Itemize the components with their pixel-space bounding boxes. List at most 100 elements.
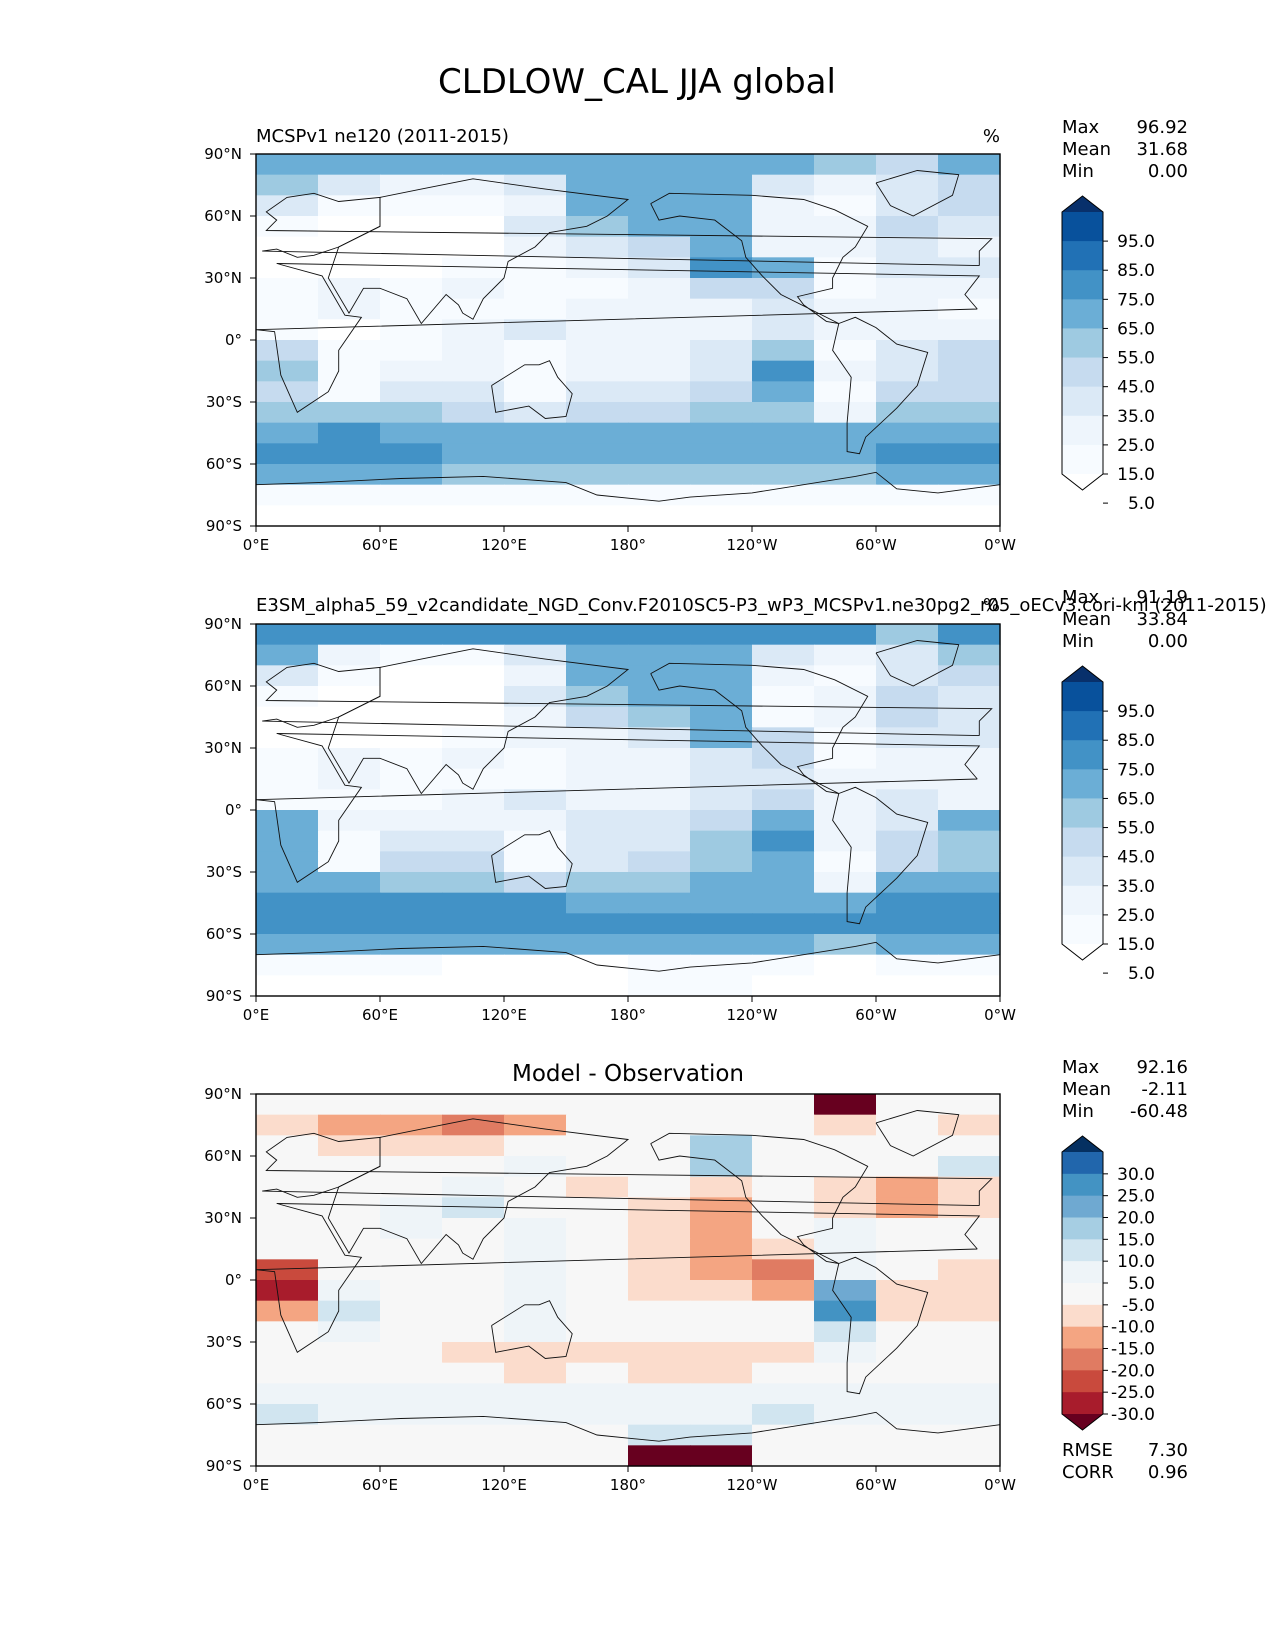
panel-1-cell [442, 257, 505, 279]
panel-2-cell [318, 954, 381, 976]
panel-3-y-tick-label: 90°N [204, 1085, 242, 1103]
panel-1-cell [938, 360, 1001, 382]
panel-3-cell [504, 1135, 567, 1157]
panel-3-cell [318, 1300, 381, 1322]
panel-2-colorbar-label: 75.0 [1117, 760, 1155, 780]
panel-1-cell [442, 216, 505, 238]
panel-3-cell [628, 1238, 691, 1260]
panel-3-cell [380, 1321, 443, 1343]
panel-2-cell [752, 810, 815, 832]
panel-2-cell [380, 934, 443, 956]
panel-3-cell [752, 1362, 815, 1384]
panel-3-cell [752, 1259, 815, 1281]
panel-1-cell [690, 505, 753, 527]
panel-2-cell [938, 789, 1001, 811]
panel-3-cell [318, 1218, 381, 1240]
panel-3-cell [380, 1362, 443, 1384]
panel-2-stat-label: Mean [1062, 609, 1111, 630]
panel-3-colorbar-extend-max [1062, 1136, 1103, 1152]
panel-2-cell [442, 624, 505, 646]
panel-2-cell [628, 830, 691, 852]
panel-3: Model - Observation 0°E 60°E 120°E 180° 120°… [204, 1057, 1188, 1494]
panel-3-cell [628, 1300, 691, 1322]
panel-2-cell [504, 913, 567, 935]
panel-1-stat-value: 0.00 [1148, 161, 1188, 182]
panel-1-cell [690, 195, 753, 217]
panel-3-cell [690, 1259, 753, 1281]
panel-1-cell [442, 154, 505, 176]
panel-2-cell [504, 624, 567, 646]
panel-2-cell [690, 748, 753, 770]
panel-3-cell [504, 1404, 567, 1426]
panel-2-colorbar-segment [1062, 856, 1103, 887]
panel-2-cell [814, 892, 877, 914]
panel-1-cell [318, 174, 381, 196]
panel-2-cell [814, 975, 877, 997]
panel-2-cell [318, 810, 381, 832]
panel-2-cell [876, 892, 939, 914]
panel-2-cell [566, 975, 629, 997]
panel-1-cell [442, 340, 505, 362]
panel-1-cell [876, 216, 939, 238]
panel-2-cell [442, 686, 505, 708]
panel-2-cell [752, 975, 815, 997]
panel-3-cell [814, 1321, 877, 1343]
panel-2-cell [628, 934, 691, 956]
panel-3-cell [504, 1280, 567, 1302]
panel-2-x-axis: 0°E 60°E 120°E 180° 120°W 60°W 0°W [243, 996, 1016, 1024]
panel-2-cell [628, 789, 691, 811]
panel-3-colorbar-segment [1062, 1304, 1103, 1328]
panel-3-cell [690, 1156, 753, 1178]
panel-1-cell [380, 443, 443, 465]
panel-3-cell [318, 1362, 381, 1384]
panel-1-cell [566, 381, 629, 403]
panel-1-x-axis: 0°E 60°E 120°E 180° 120°W 60°W 0°W [243, 526, 1016, 554]
panel-2-cell [504, 872, 567, 894]
panel-1-coastline-namerica [650, 192, 869, 324]
panel-3-cell [566, 1383, 629, 1405]
panel-1-cell [814, 319, 877, 341]
panel-2-cell [690, 727, 753, 749]
panel-2-cell [566, 892, 629, 914]
panel-2-colorbar-label: 25.0 [1117, 906, 1155, 926]
panel-2-cell [628, 954, 691, 976]
panel-2-cell [628, 975, 691, 997]
panel-1-cell [256, 174, 319, 196]
panel-1-cell [876, 278, 939, 300]
panel-2-stat-value: 0.00 [1148, 631, 1188, 652]
panel-3-cell [752, 1342, 815, 1364]
panel-1-coastline-antarctica [255, 471, 1001, 502]
panel-2-cell [504, 830, 567, 852]
panel-1-cell [690, 381, 753, 403]
panel-2-cell [690, 644, 753, 666]
panel-2-cell [256, 748, 319, 770]
panel-3-colorbar-label: 5.0 [1128, 1274, 1155, 1294]
panel-2-cell [256, 644, 319, 666]
panel-1-cell [318, 216, 381, 238]
panel-1-colorbar-segment [1062, 386, 1103, 417]
panel-1-heatmap [256, 154, 1001, 527]
panel-3-colorbar-segment [1062, 1326, 1103, 1349]
panel-3-cell [938, 1300, 1001, 1322]
panel-2-cell [814, 789, 877, 811]
panel-1-colorbar-extend-max [1062, 196, 1103, 212]
panel-2-coastline-asia [327, 648, 630, 795]
panel-1-cell [380, 340, 443, 362]
panel-3-colorbar-segment [1062, 1173, 1103, 1197]
panel-2-cell [876, 810, 939, 832]
panel-2-cell [566, 748, 629, 770]
panel-1-cell [752, 236, 815, 258]
panel-1-cell [256, 381, 319, 403]
panel-2-cell [380, 727, 443, 749]
panel-2-cell [628, 872, 691, 894]
panel-2-colorbar-segment [1062, 711, 1103, 741]
panel-1-cell [504, 360, 567, 382]
panel-3-cell [380, 1238, 443, 1260]
panel-2-cell [628, 706, 691, 728]
panel-3-colorbar-label: -20.0 [1111, 1361, 1155, 1381]
panel-2-cell [442, 975, 505, 997]
panel-2-cell [938, 934, 1001, 956]
panel-2-cell [442, 954, 505, 976]
panel-1-cell [752, 174, 815, 196]
panel-1-cell [504, 340, 567, 362]
